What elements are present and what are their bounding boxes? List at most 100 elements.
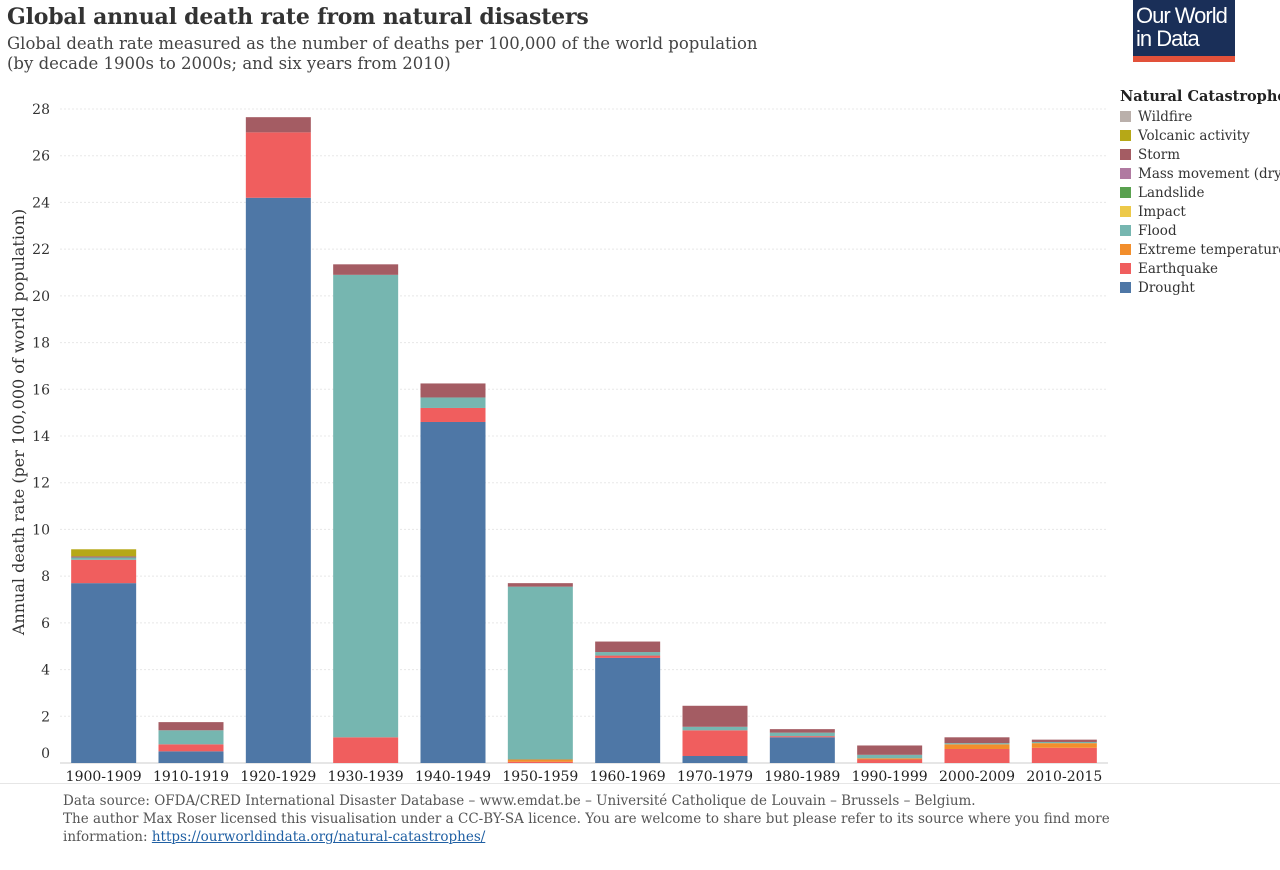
bar-segment-earthquake[interactable]: [682, 730, 748, 756]
legend-item-wildfire[interactable]: Wildfire: [1120, 107, 1280, 126]
legend-label: Impact: [1138, 203, 1186, 220]
bar-stack-1970-1979[interactable]: [682, 705, 748, 763]
bar-stack-1950-1959[interactable]: [507, 583, 573, 763]
legend-item-earthquake[interactable]: Earthquake: [1120, 259, 1280, 278]
bar-segment-earthquake[interactable]: [944, 748, 1010, 763]
bar-segment-extreme-temperature[interactable]: [944, 744, 1010, 749]
bar-segment-flood[interactable]: [944, 743, 1010, 745]
chart-title: Global annual death rate from natural di…: [7, 4, 589, 30]
bar-segment-flood[interactable]: [158, 730, 224, 745]
legend-swatch: [1120, 111, 1131, 122]
legend-swatch: [1120, 244, 1131, 255]
bar-stack-1900-1909[interactable]: [71, 549, 137, 763]
footer-information: information: https://ourworldindata.org/…: [63, 828, 1113, 846]
x-tick-label: 2010-2015: [1026, 769, 1102, 785]
x-tick-label: 2000-2009: [939, 769, 1015, 785]
bar-segment-drought[interactable]: [245, 197, 311, 763]
bar-segment-drought[interactable]: [158, 751, 224, 763]
y-axis-label: Annual death rate (per 100,000 of world …: [9, 209, 28, 636]
legend-swatch: [1120, 130, 1131, 141]
bar-stack-1940-1949[interactable]: [420, 383, 486, 763]
legend-item-storm[interactable]: Storm: [1120, 145, 1280, 164]
y-tick-label: 20: [32, 289, 50, 305]
x-tick-label: 1920-1929: [240, 769, 316, 785]
bar-segment-storm[interactable]: [71, 556, 137, 558]
bar-stack-1960-1969[interactable]: [595, 641, 661, 763]
bar-segment-drought[interactable]: [71, 583, 137, 763]
bar-segment-storm[interactable]: [682, 705, 748, 727]
bar-segment-earthquake[interactable]: [857, 759, 923, 763]
bar-stack-2010-2015[interactable]: [1031, 739, 1097, 763]
bar-stack-1990-1999[interactable]: [857, 745, 923, 763]
legend-swatch: [1120, 168, 1131, 179]
bar-segment-drought[interactable]: [420, 421, 486, 763]
bar-segment-storm[interactable]: [857, 745, 923, 755]
x-tick-label: 1930-1939: [328, 769, 404, 785]
bar-segment-flood[interactable]: [682, 726, 748, 731]
bar-segment-storm[interactable]: [158, 722, 224, 731]
bar-segment-flood[interactable]: [507, 586, 573, 760]
bar-segment-earthquake[interactable]: [333, 737, 399, 763]
bar-segment-extreme-temperature[interactable]: [1031, 743, 1097, 748]
bar-segment-flood[interactable]: [769, 732, 835, 737]
bar-segment-earthquake[interactable]: [595, 655, 661, 658]
bar-stack-1930-1939[interactable]: [333, 264, 399, 763]
bar-segment-flood[interactable]: [857, 754, 923, 759]
bar-segment-storm[interactable]: [245, 117, 311, 133]
bar-segment-flood[interactable]: [71, 557, 137, 560]
bar-segment-earthquake[interactable]: [769, 736, 835, 738]
bar-segment-storm[interactable]: [333, 264, 399, 275]
bar-segment-earthquake[interactable]: [245, 132, 311, 198]
bar-stack-1910-1919[interactable]: [158, 722, 224, 763]
bar-segment-volcanic-activity[interactable]: [71, 549, 137, 557]
bar-segment-flood[interactable]: [595, 652, 661, 656]
y-tick-label: 24: [32, 195, 50, 211]
bar-segment-storm[interactable]: [769, 729, 835, 733]
bar-segment-drought[interactable]: [769, 737, 835, 763]
bar-stack-1920-1929[interactable]: [245, 117, 311, 763]
logo-line-2: in Data: [1136, 26, 1200, 51]
bar-segment-flood[interactable]: [1031, 741, 1097, 744]
bar-segment-storm[interactable]: [944, 737, 1010, 744]
bar-segment-storm[interactable]: [595, 641, 661, 653]
bar-segment-drought[interactable]: [595, 657, 661, 763]
bar-segment-storm[interactable]: [1031, 739, 1097, 742]
bar-segment-earthquake[interactable]: [420, 407, 486, 422]
bar-segment-storm[interactable]: [420, 383, 486, 398]
logo-accent-bar: [1133, 56, 1235, 62]
bar-segment-earthquake[interactable]: [158, 744, 224, 752]
source-link[interactable]: https://ourworldindata.org/natural-catas…: [151, 829, 486, 845]
y-tick-label: 14: [32, 429, 50, 445]
footer: Data source: OFDA/CRED International Dis…: [63, 792, 1113, 846]
bars: [71, 117, 1097, 763]
legend: Natural Catastrophe Wildfire Volcanic act…: [1120, 88, 1280, 297]
legend-item-mass-movement-dry-[interactable]: Mass movement (dry): [1120, 164, 1280, 183]
bar-segment-earthquake[interactable]: [1031, 747, 1097, 763]
y-tick-label: 22: [32, 242, 50, 258]
bar-stack-2000-2009[interactable]: [944, 737, 1010, 763]
bar-segment-flood[interactable]: [333, 274, 399, 738]
x-tick-label: 1900-1909: [66, 769, 142, 785]
legend-label: Flood: [1138, 222, 1177, 239]
legend-item-landslide[interactable]: Landslide: [1120, 183, 1280, 202]
bar-stack-1980-1989[interactable]: [769, 729, 835, 763]
bar-segment-drought[interactable]: [682, 755, 748, 763]
legend-item-extreme-temperature[interactable]: Extreme temperature: [1120, 240, 1280, 259]
legend-item-drought[interactable]: Drought: [1120, 278, 1280, 297]
bar-segment-extreme-temperature[interactable]: [857, 758, 923, 760]
legend-swatch: [1120, 225, 1131, 236]
legend-label: Earthquake: [1138, 260, 1219, 277]
legend-item-flood[interactable]: Flood: [1120, 221, 1280, 240]
legend-item-impact[interactable]: Impact: [1120, 202, 1280, 221]
legend-item-volcanic-activity[interactable]: Volcanic activity: [1120, 126, 1280, 145]
legend-items: Wildfire Volcanic activity Storm Mass movem…: [1120, 107, 1280, 297]
bar-segment-extreme-temperature[interactable]: [507, 759, 573, 762]
our-world-in-data-logo[interactable]: Our World in Data: [1133, 0, 1235, 62]
bar-segment-earthquake[interactable]: [71, 559, 137, 584]
y-tick-label: 18: [32, 336, 50, 352]
y-tick-label: 4: [41, 663, 50, 679]
bar-segment-earthquake[interactable]: [507, 761, 573, 763]
bar-segment-storm[interactable]: [507, 583, 573, 587]
bar-segment-flood[interactable]: [420, 397, 486, 408]
